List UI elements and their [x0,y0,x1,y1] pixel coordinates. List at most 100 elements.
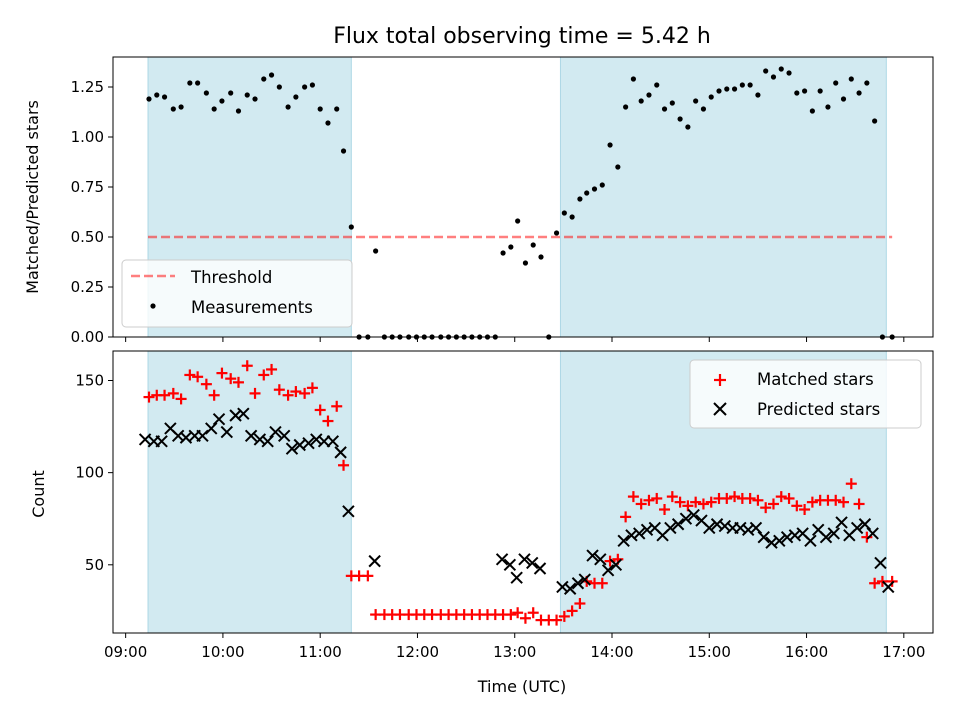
predicted-star-point [212,412,226,426]
predicted-star-point [326,435,340,448]
measurement-point [348,224,354,230]
measurement-point [770,74,777,80]
matched-star-point [697,498,709,510]
measurement-point [261,76,267,82]
measurement-point [848,76,854,82]
measurement-point [146,96,152,102]
predicted-star-point [342,505,355,518]
predicted-star-point [205,422,218,435]
predicted-star-point [533,562,547,575]
predicted-star-point [518,553,531,566]
measurement-point [755,92,761,98]
predicted-star-point [510,571,523,584]
matched-star-point [760,502,772,514]
predicted-star-point [368,554,381,568]
y-tick-label: 100 [75,464,104,482]
matched-star-point [620,511,632,523]
predicted-star-point [617,534,630,548]
measurement-point [569,214,575,220]
matched-star-point [331,400,343,412]
y-tick-label: 0.25 [71,278,104,296]
matched-star-point [266,363,278,375]
predicted-star-point [757,530,770,544]
matched-star-point [225,373,237,385]
matched-star-point [338,459,350,471]
matched-star-point [799,504,811,516]
measurement-point [211,106,217,112]
bottom-y-ticks: 50 100 150 [75,371,113,574]
predicted-star-point [773,534,786,548]
matched-star-point [299,387,311,399]
predicted-star-point [571,577,585,590]
matched-star-point [184,369,196,381]
matched-star-point [527,607,539,619]
bottom-plot-frame [112,350,934,634]
top-legend-box [121,259,353,328]
predicted-star-point [526,556,539,570]
legend-matched-label: Matched stars [757,370,874,389]
bottom-legend: Matched stars Predicted stars [689,359,922,429]
predicted-star-point [633,527,646,540]
predicted-star-point [269,425,282,439]
predicted-star-point [285,442,299,455]
y-tick-label: 1.00 [71,128,104,146]
predicted-star-point [609,558,623,572]
measurement-point [187,80,193,86]
matched-star-point [721,492,733,504]
measurement-point [724,86,730,92]
measurement-point [638,98,644,104]
measurement-point [817,88,823,94]
legend-matched-swatch [714,374,726,386]
measurement-point [693,98,699,104]
bottom-x-ticks: 09:00 10:00 11:00 12:00 13:00 14:00 15:00 16:00… [104,633,925,661]
measurement-point [154,92,160,98]
matched-star-point [806,496,818,508]
matched-star-point [830,494,842,506]
matched-star-point [729,491,741,503]
measurement-point [731,86,738,92]
matched-star-points [143,360,898,626]
measurement-point [677,116,683,122]
measurement-point [553,230,560,236]
measurement-point [646,92,652,98]
measurement-point [802,88,808,94]
top-plot-frame [112,56,934,338]
legend-threshold-label: Threshold [190,268,272,287]
predicted-star-points [138,407,895,595]
matched-star-point [322,415,334,427]
matched-star-point [505,609,517,621]
x-tick-label: 10:00 [201,643,244,661]
matched-star-point [845,478,857,490]
matched-star-point [167,387,179,399]
predicted-star-point [586,549,599,562]
measurement-point [276,84,282,90]
predicted-star-point [220,425,234,439]
measurement-point [739,82,745,88]
measurement-point [252,96,258,102]
matched-star-point [791,500,803,512]
matched-star-point [175,393,187,405]
predicted-star-point [244,429,258,442]
matched-star-point [876,575,888,587]
matched-star-point [674,496,686,508]
top-y-axis-label: Matched/Predicted stars [23,100,42,294]
top-x-ticks [125,337,905,342]
matched-star-point [752,494,764,506]
matched-star-point [596,577,608,589]
x-tick-label: 11:00 [299,643,342,661]
matched-star-point [690,496,702,508]
predicted-star-point [237,407,250,420]
predicted-star-point [866,527,879,540]
legend-predicted-label: Predicted stars [757,400,880,419]
top-panel: 0.00 0.25 0.50 0.75 1.00 1.25 Matched/Predict… [23,56,934,346]
legend-measurements-swatch [150,303,156,309]
predicted-star-point [679,512,693,525]
matched-star-point [861,531,873,543]
matched-star-point [232,376,244,388]
matched-star-point [705,496,717,508]
measurement-point [584,190,590,196]
measurement-point [522,260,529,266]
predicted-star-point [563,582,577,595]
measurement-point [615,164,621,170]
